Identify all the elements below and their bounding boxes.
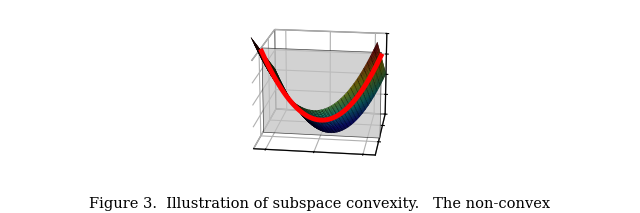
Text: Figure 3.  Illustration of subspace convexity.   The non-convex: Figure 3. Illustration of subspace conve…: [90, 197, 550, 211]
